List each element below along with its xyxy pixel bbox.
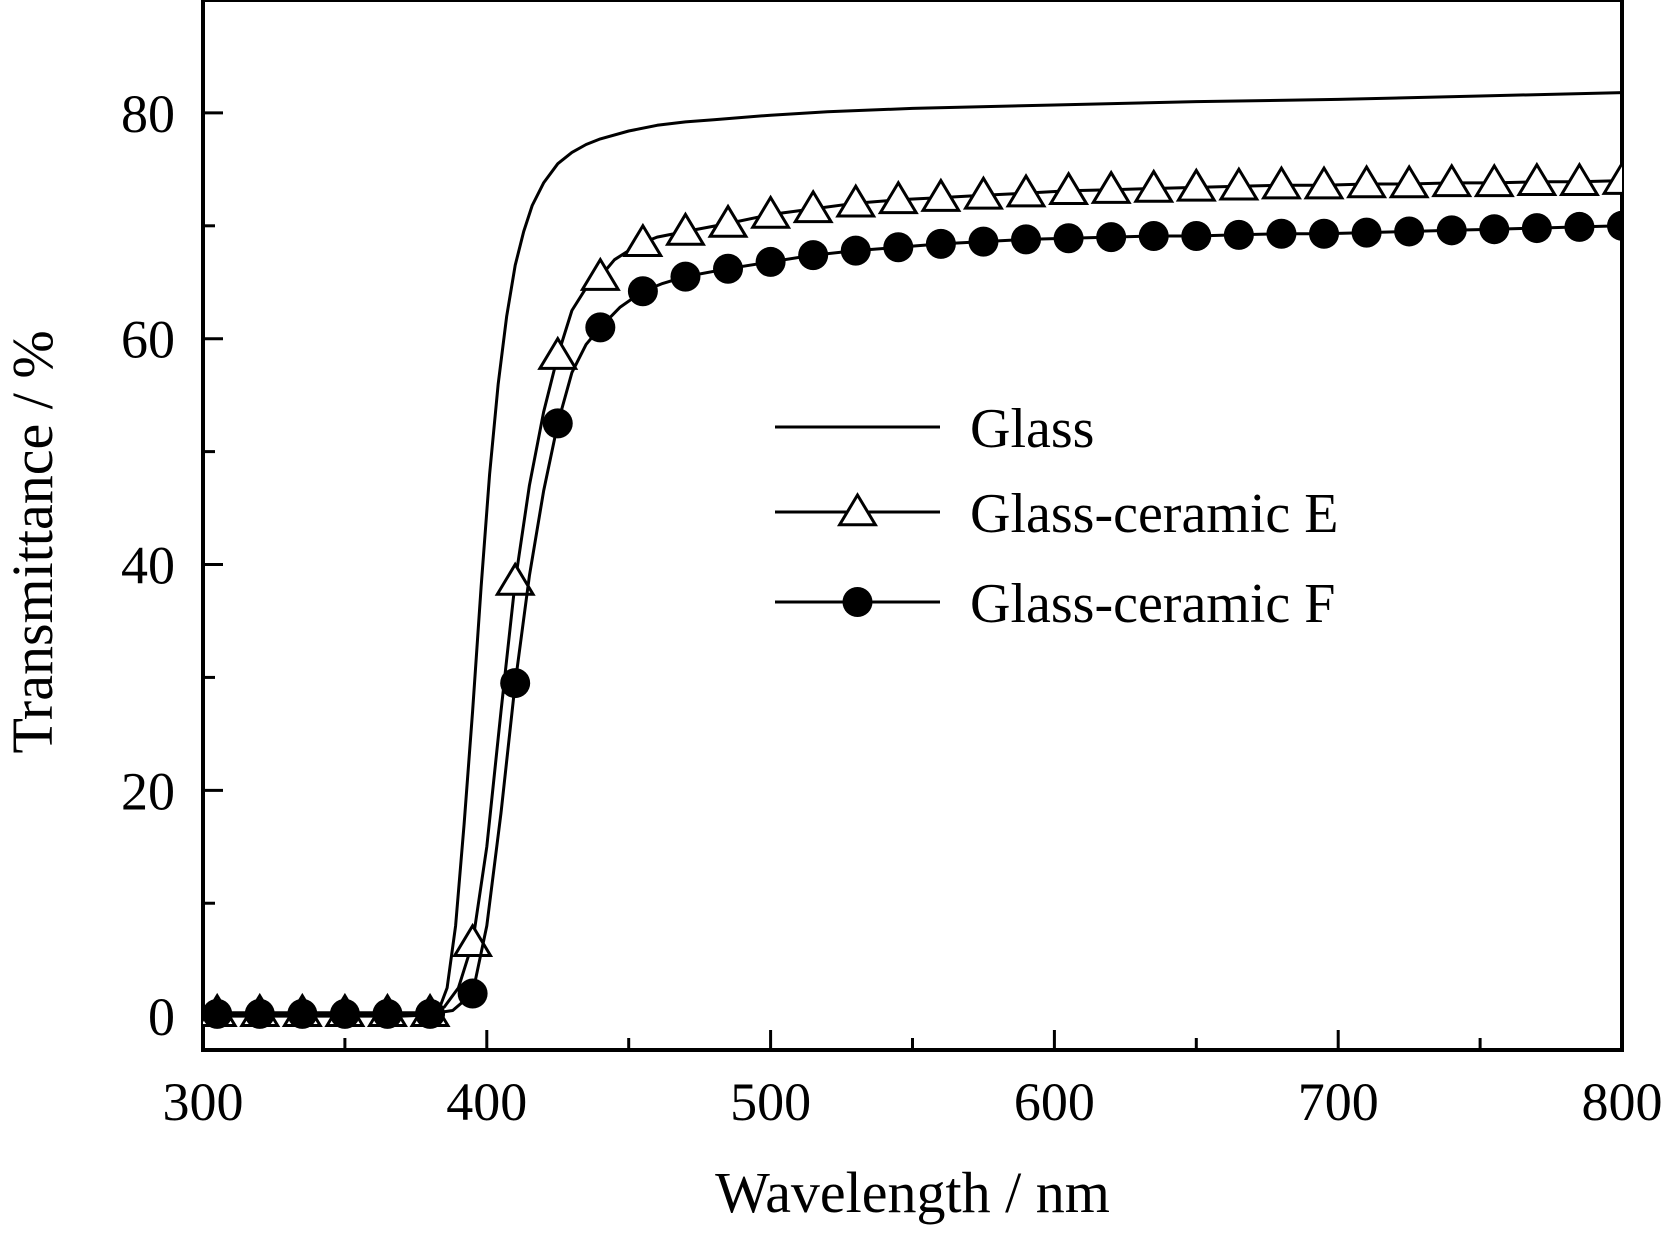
data-point-glass-ceramic-e	[622, 222, 664, 257]
x-tick-label: 400	[446, 1072, 527, 1132]
data-point-glass-ceramic-f	[1053, 223, 1084, 254]
series-line-glass-ceramic-e	[217, 179, 1622, 1015]
data-point-glass-ceramic-f	[244, 998, 275, 1029]
data-point-glass-ceramic-f	[372, 998, 403, 1029]
series-glass-ceramic-f	[203, 210, 1622, 1029]
data-point-glass-ceramic-e	[1346, 164, 1388, 199]
data-point-glass-ceramic-e	[1558, 161, 1600, 197]
series-line-glass-ceramic-f	[217, 224, 1622, 1016]
data-point-glass-ceramic-e	[1133, 168, 1175, 203]
data-point-glass-ceramic-f	[713, 253, 744, 284]
data-point-glass-ceramic-e	[664, 211, 706, 246]
data-point-glass-ceramic-f	[287, 998, 318, 1029]
data-point-glass-ceramic-f	[203, 998, 233, 1029]
y-tick-label: 20	[121, 761, 175, 821]
data-point-glass-ceramic-f	[1607, 210, 1622, 241]
data-point-glass-ceramic-f	[1011, 224, 1042, 255]
x-tick-label: 600	[1014, 1072, 1095, 1132]
data-point-glass-ceramic-f	[1564, 211, 1595, 242]
data-point-glass-ceramic-e	[792, 188, 834, 224]
legend-label: Glass-ceramic F	[970, 573, 1335, 635]
legend-label: Glass-ceramic E	[970, 483, 1338, 545]
data-point-glass-ceramic-f	[755, 246, 786, 277]
data-point-glass-ceramic-f	[1394, 216, 1425, 247]
data-point-glass-ceramic-f	[1436, 215, 1467, 246]
data-point-glass-ceramic-f	[1138, 220, 1169, 251]
y-tick-label: 0	[148, 987, 175, 1047]
data-point-glass-ceramic-e	[1048, 170, 1090, 206]
data-point-glass-ceramic-e	[537, 335, 579, 370]
data-point-glass-ceramic-e	[750, 194, 792, 229]
x-tick-label: 300	[163, 1072, 244, 1132]
data-point-glass-ceramic-f	[670, 261, 701, 292]
y-tick-label: 80	[121, 84, 175, 144]
data-point-glass-ceramic-f	[1096, 222, 1127, 253]
data-point-glass-ceramic-f	[798, 240, 829, 271]
data-point-glass-ceramic-e	[1005, 173, 1047, 208]
data-point-glass-ceramic-f	[1479, 214, 1510, 245]
data-point-glass-ceramic-f	[1266, 218, 1297, 249]
x-axis-title: Wavelength / nm	[715, 1160, 1110, 1225]
plot-frame	[201, 0, 1624, 1052]
data-point-glass-ceramic-e	[920, 177, 962, 212]
data-point-glass-ceramic-f	[1223, 219, 1254, 250]
data-point-glass-ceramic-f	[585, 312, 616, 343]
data-point-glass-ceramic-f	[457, 978, 488, 1009]
data-point-glass-ceramic-f	[415, 998, 446, 1029]
data-point-glass-ceramic-f	[840, 235, 871, 266]
data-point-glass-ceramic-e	[579, 256, 621, 291]
data-point-glass-ceramic-e	[1388, 164, 1430, 199]
legend-swatch-marker	[837, 492, 878, 527]
data-point-glass-ceramic-e	[1601, 160, 1622, 195]
data-point-glass-ceramic-e	[1260, 165, 1302, 200]
series-glass-ceramic-e	[203, 160, 1622, 1027]
legend-item-glass-ceramic-e: Glass-ceramic E	[775, 483, 1338, 545]
x-tick-label: 700	[1298, 1072, 1379, 1132]
data-point-glass-ceramic-f	[1521, 213, 1552, 244]
data-point-glass-ceramic-e	[835, 183, 877, 218]
data-point-glass-ceramic-e	[1090, 169, 1132, 204]
series-layer	[203, 91, 1622, 1029]
data-point-glass-ceramic-e	[877, 179, 919, 215]
data-point-glass-ceramic-e	[1303, 165, 1345, 200]
axis-ticks: 300 400 500 600 700 800 0 20 40 60 80	[121, 84, 1663, 1132]
y-tick-label: 40	[121, 536, 175, 596]
data-point-glass-ceramic-f	[1309, 218, 1340, 249]
plot-area	[201, 0, 1624, 1052]
series-glass	[203, 91, 1622, 1018]
data-point-glass-ceramic-e	[707, 203, 749, 238]
data-point-glass-ceramic-e	[494, 561, 536, 596]
legend-swatch-marker	[842, 587, 873, 617]
data-point-glass-ceramic-e	[1516, 161, 1558, 197]
data-point-glass-ceramic-e	[962, 175, 1004, 210]
data-point-glass-ceramic-f	[968, 226, 999, 257]
legend-item-glass: Glass	[775, 398, 1094, 460]
x-tick-label: 500	[730, 1072, 811, 1132]
data-point-glass-ceramic-f	[1181, 220, 1212, 251]
data-point-glass-ceramic-e	[1218, 166, 1260, 201]
x-tick-label: 800	[1582, 1072, 1663, 1132]
series-line-glass	[203, 91, 1622, 1018]
data-point-glass-ceramic-f	[1351, 217, 1382, 248]
legend-item-glass-ceramic-f: Glass-ceramic F	[775, 573, 1335, 635]
data-point-glass-ceramic-e	[1473, 162, 1515, 198]
data-point-glass-ceramic-f	[883, 232, 914, 263]
legend-label: Glass	[970, 398, 1094, 460]
legend: Glass Glass-ceramic E Glass-ceramic F	[775, 398, 1338, 635]
data-point-glass-ceramic-f	[627, 276, 658, 307]
y-axis-title: Transmittance / %	[0, 330, 65, 753]
data-point-glass-ceramic-e	[1175, 167, 1217, 202]
data-point-glass-ceramic-f	[542, 408, 573, 439]
data-point-glass-ceramic-f	[925, 228, 956, 259]
data-point-glass-ceramic-e	[1431, 162, 1473, 198]
y-tick-label: 60	[121, 310, 175, 370]
data-point-glass-ceramic-f	[329, 998, 360, 1029]
data-point-glass-ceramic-f	[500, 668, 531, 699]
